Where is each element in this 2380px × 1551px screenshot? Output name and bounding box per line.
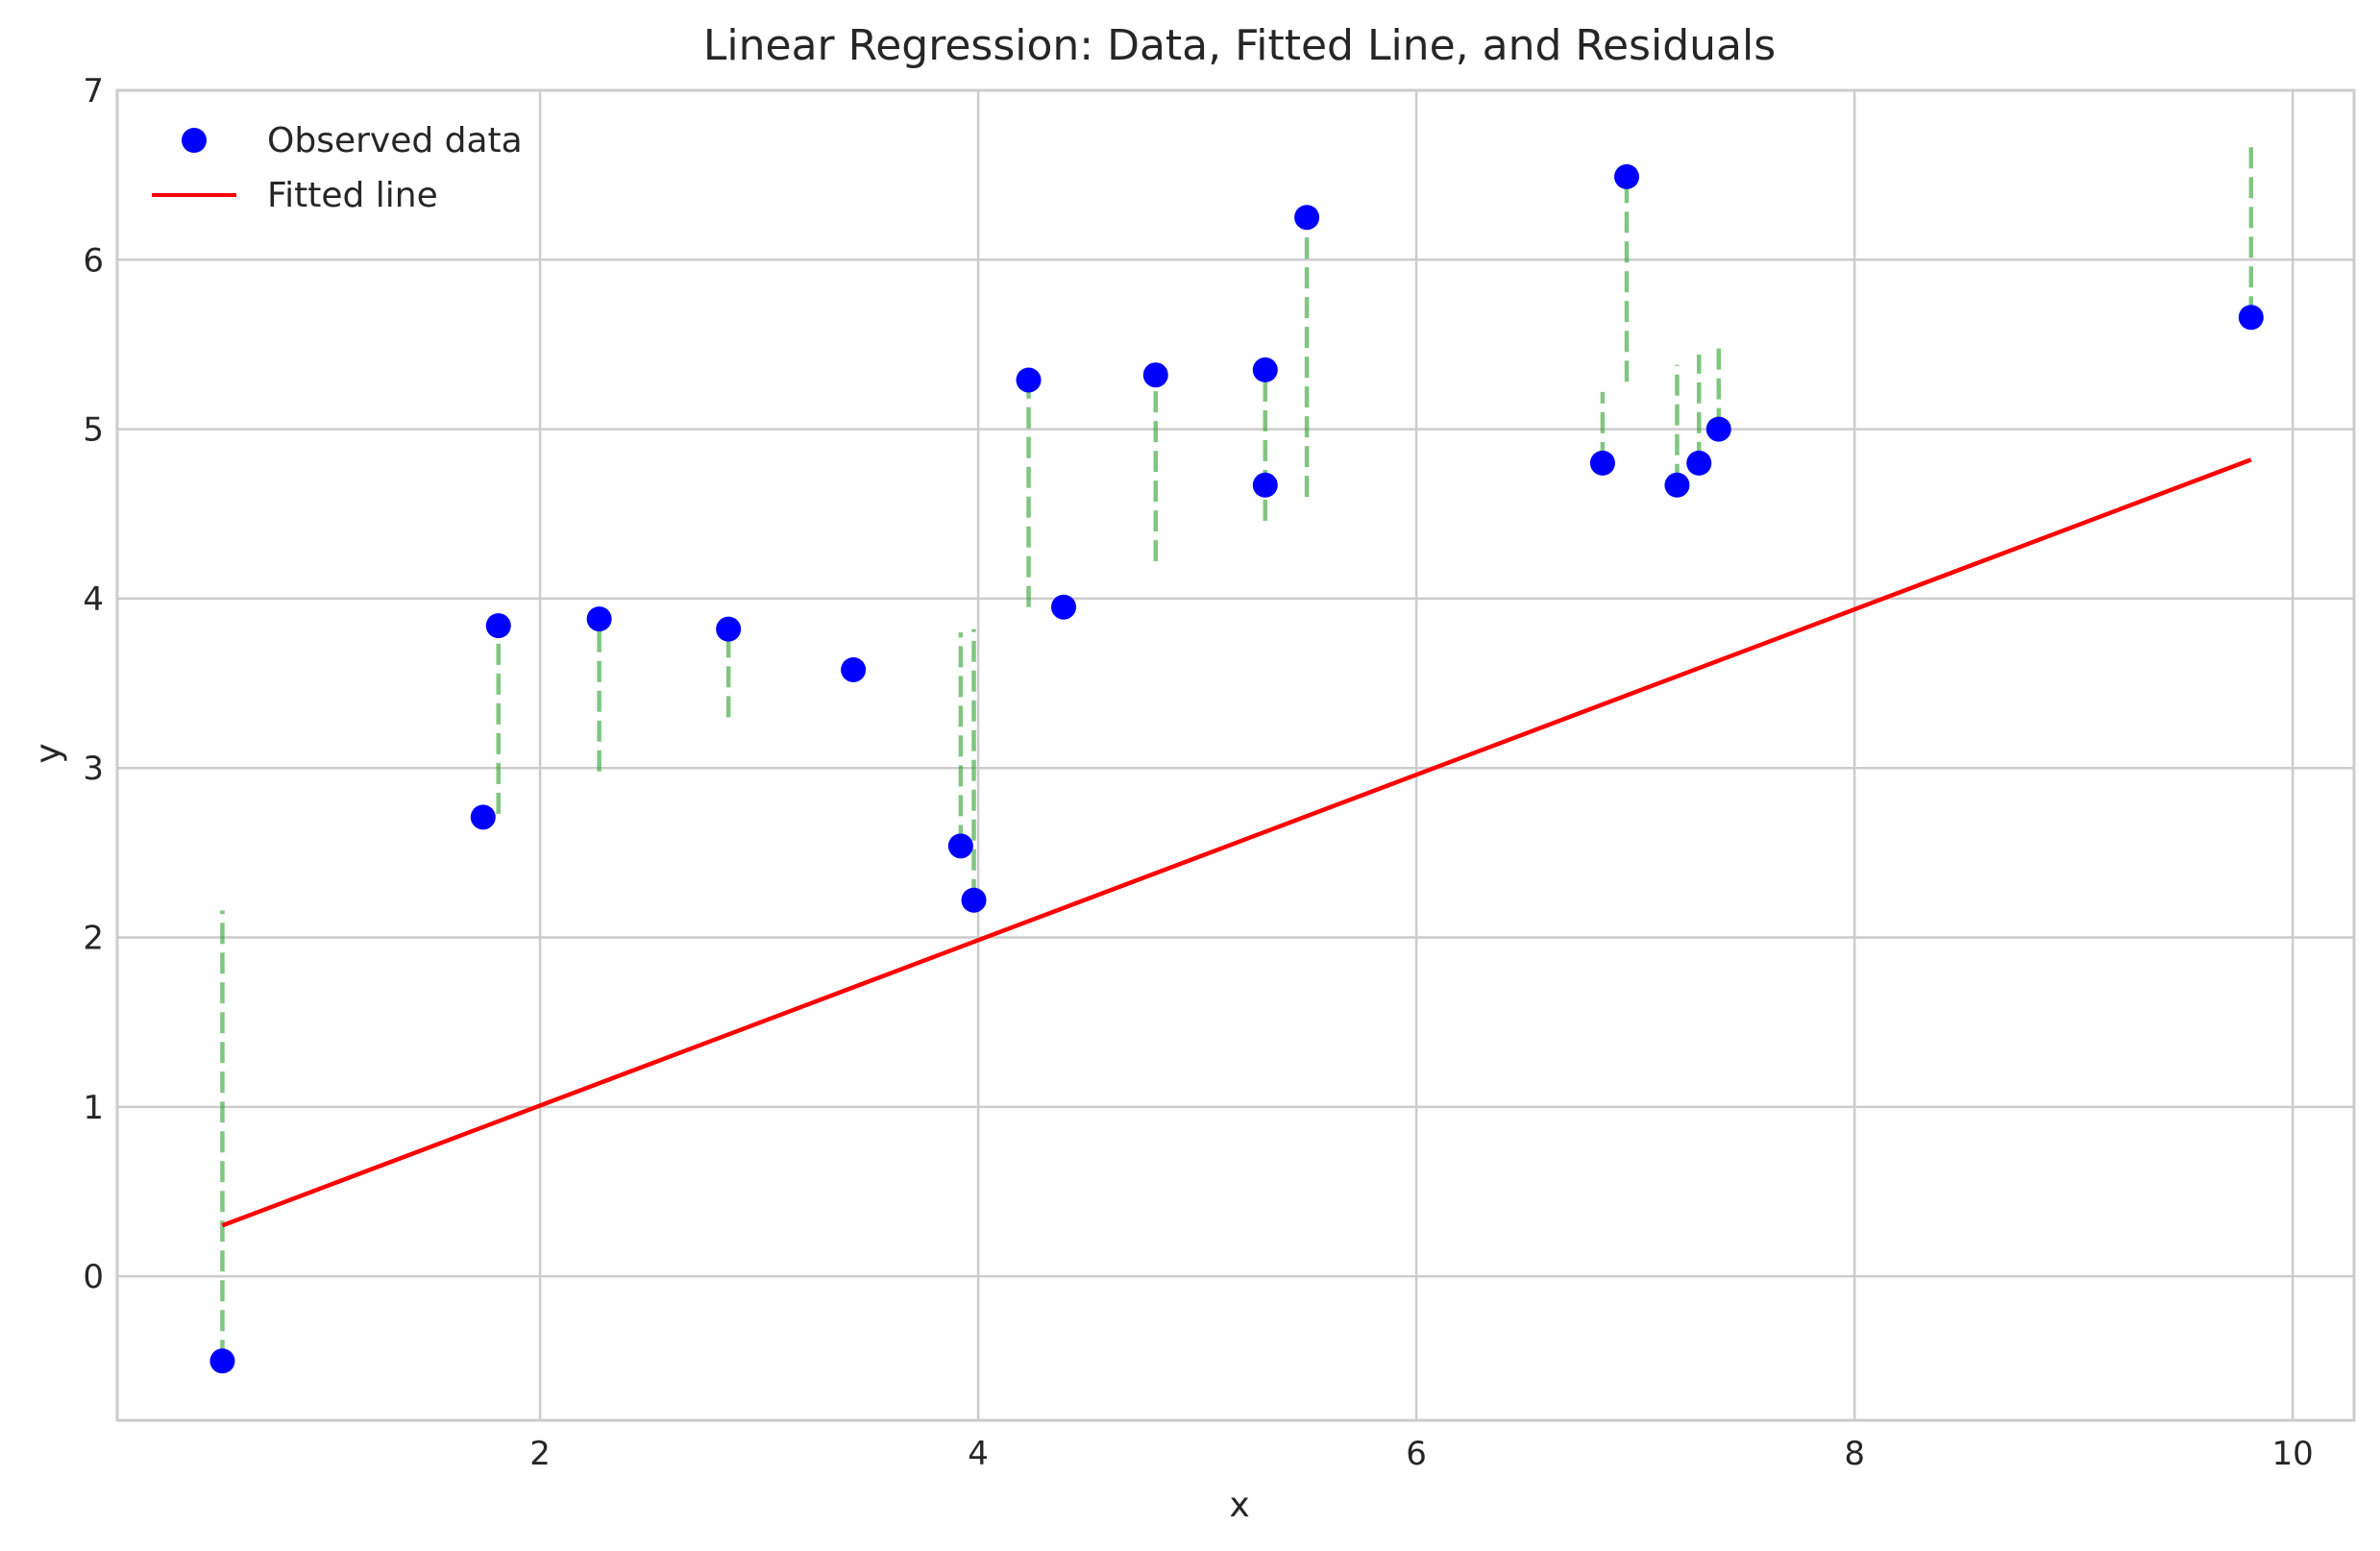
plot-frame — [115, 88, 2356, 1422]
data-point — [947, 833, 973, 859]
y-tick-label: 4 — [83, 580, 104, 619]
data-point — [1016, 367, 1042, 393]
data-point — [209, 1348, 235, 1374]
y-tick-label: 2 — [83, 920, 104, 958]
y-tick-label: 1 — [83, 1089, 104, 1127]
data-point — [841, 656, 867, 682]
y-axis-ticks: 0 1 2 3 4 5 6 7 — [83, 72, 104, 1296]
data-point — [1051, 594, 1077, 620]
residual-lines — [220, 146, 2254, 1362]
fitted-line — [221, 457, 2252, 1228]
legend-label-observed: Observed data — [267, 121, 523, 160]
x-axis-label: x — [1229, 1486, 1249, 1525]
legend-marker-observed — [182, 128, 207, 153]
chart-title: Linear Regression: Data, Fitted Line, an… — [703, 21, 1776, 70]
x-tick-label: 6 — [1406, 1435, 1427, 1473]
data-point — [1614, 163, 1640, 189]
y-axis-label: y — [29, 743, 68, 763]
data-point — [961, 887, 987, 913]
y-tick-label: 3 — [83, 750, 104, 788]
legend-label-fitted: Fitted line — [267, 176, 438, 215]
y-tick-label: 6 — [83, 241, 104, 280]
data-point — [1294, 205, 1320, 231]
grid — [117, 88, 2354, 1420]
data-point — [1686, 450, 1712, 476]
data-point — [1705, 416, 1731, 442]
data-point — [716, 616, 742, 642]
fitted-line-group — [221, 457, 2252, 1228]
data-point — [1252, 472, 1278, 498]
y-tick-label: 7 — [83, 72, 104, 111]
plot-area — [117, 90, 2354, 1420]
x-axis-ticks: 2 4 6 8 10 — [529, 1435, 2314, 1473]
x-tick-label: 8 — [1844, 1435, 1865, 1473]
data-point — [1142, 362, 1168, 388]
observed-points — [209, 163, 2264, 1374]
y-tick-label: 0 — [83, 1258, 104, 1296]
x-tick-label: 10 — [2272, 1435, 2314, 1473]
legend: Observed data Fitted line — [152, 121, 523, 215]
x-tick-label: 4 — [968, 1435, 989, 1473]
data-point — [586, 606, 612, 632]
data-point — [1664, 472, 1690, 498]
data-point — [2238, 305, 2264, 331]
data-point — [1589, 450, 1615, 476]
data-point — [485, 613, 511, 639]
y-tick-label: 5 — [83, 411, 104, 450]
data-point — [470, 804, 496, 830]
x-tick-label: 2 — [529, 1435, 551, 1473]
data-point — [1252, 357, 1278, 382]
